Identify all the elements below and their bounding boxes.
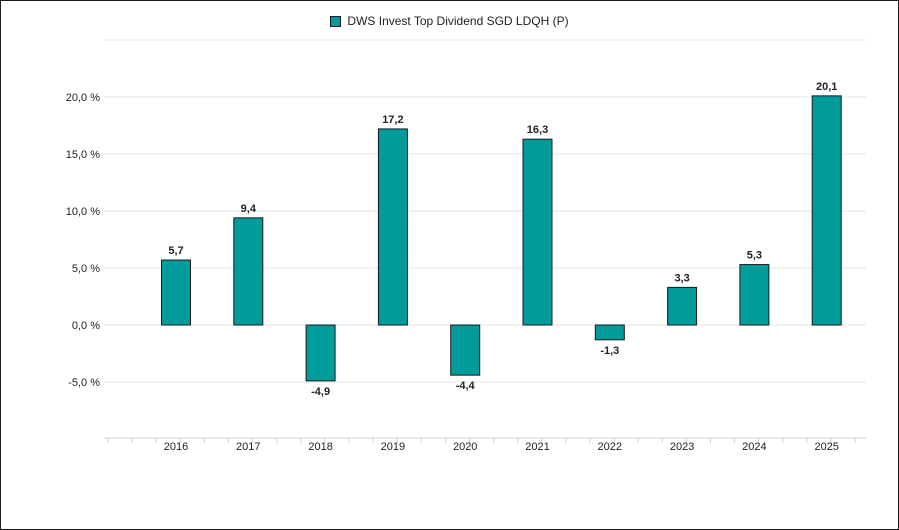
- x-tick-label-2021: 2021: [525, 441, 549, 453]
- x-tick-label-2023: 2023: [670, 441, 694, 453]
- bars: [161, 95, 842, 382]
- bar-2023: [667, 286, 698, 326]
- bar-2019: [377, 128, 408, 326]
- grid-lines: [104, 39, 866, 383]
- data-label-2022: -1,3: [600, 345, 619, 357]
- x-tick-label-2022: 2022: [598, 441, 622, 453]
- y-tick-label: 20,0 %: [66, 92, 100, 104]
- y-tick-label: 10,0 %: [66, 206, 100, 218]
- data-label-2017: 9,4: [241, 203, 257, 215]
- data-label-2023: 3,3: [674, 272, 689, 284]
- x-axis: 2016 2017 2018 2019 2020 2021 2022 2023 2024 2025: [104, 437, 866, 453]
- bar-2022: [594, 324, 625, 341]
- x-tick-label-2016: 2016: [164, 441, 188, 453]
- bar-2018: [305, 324, 336, 382]
- bar-2017: [233, 217, 264, 326]
- data-label-2021: 16,3: [527, 124, 548, 136]
- x-tick-label-2020: 2020: [453, 441, 477, 453]
- y-axis: -5,0 % 0,0 % 5,0 % 10,0 % 15,0 % 20,0 %: [66, 92, 100, 389]
- data-label-2024: 5,3: [747, 250, 762, 262]
- bar-2024: [739, 264, 770, 326]
- legend-label: DWS Invest Top Dividend SGD LDQH (P): [347, 14, 569, 28]
- bar-2021: [522, 138, 553, 326]
- bar-2016: [161, 259, 191, 326]
- data-label-2016: 5,7: [168, 245, 183, 257]
- y-tick-label: 5,0 %: [72, 263, 100, 275]
- y-tick-label: 15,0 %: [66, 149, 100, 161]
- x-tick-label-2019: 2019: [381, 441, 405, 453]
- y-tick-label: 0,0 %: [72, 320, 100, 332]
- bar-2025: [811, 95, 842, 326]
- data-labels: 5,7 9,4 -4,9 17,2 -4,4 16,3 -1,3 3,3 5,3 20,1: [168, 81, 837, 398]
- data-label-2018: -4,9: [311, 386, 330, 398]
- legend: DWS Invest Top Dividend SGD LDQH (P): [0, 14, 899, 28]
- x-tick-label-2018: 2018: [308, 441, 332, 453]
- data-label-2020: -4,4: [456, 380, 476, 392]
- legend-swatch: [330, 15, 342, 27]
- x-tick-label-2025: 2025: [814, 441, 838, 453]
- data-label-2025: 20,1: [816, 81, 837, 93]
- y-tick-label: -5,0 %: [68, 377, 100, 389]
- x-tick-label-2024: 2024: [742, 441, 766, 453]
- data-label-2019: 17,2: [382, 114, 403, 126]
- bar-2020: [450, 324, 481, 376]
- x-tick-label-2017: 2017: [236, 441, 260, 453]
